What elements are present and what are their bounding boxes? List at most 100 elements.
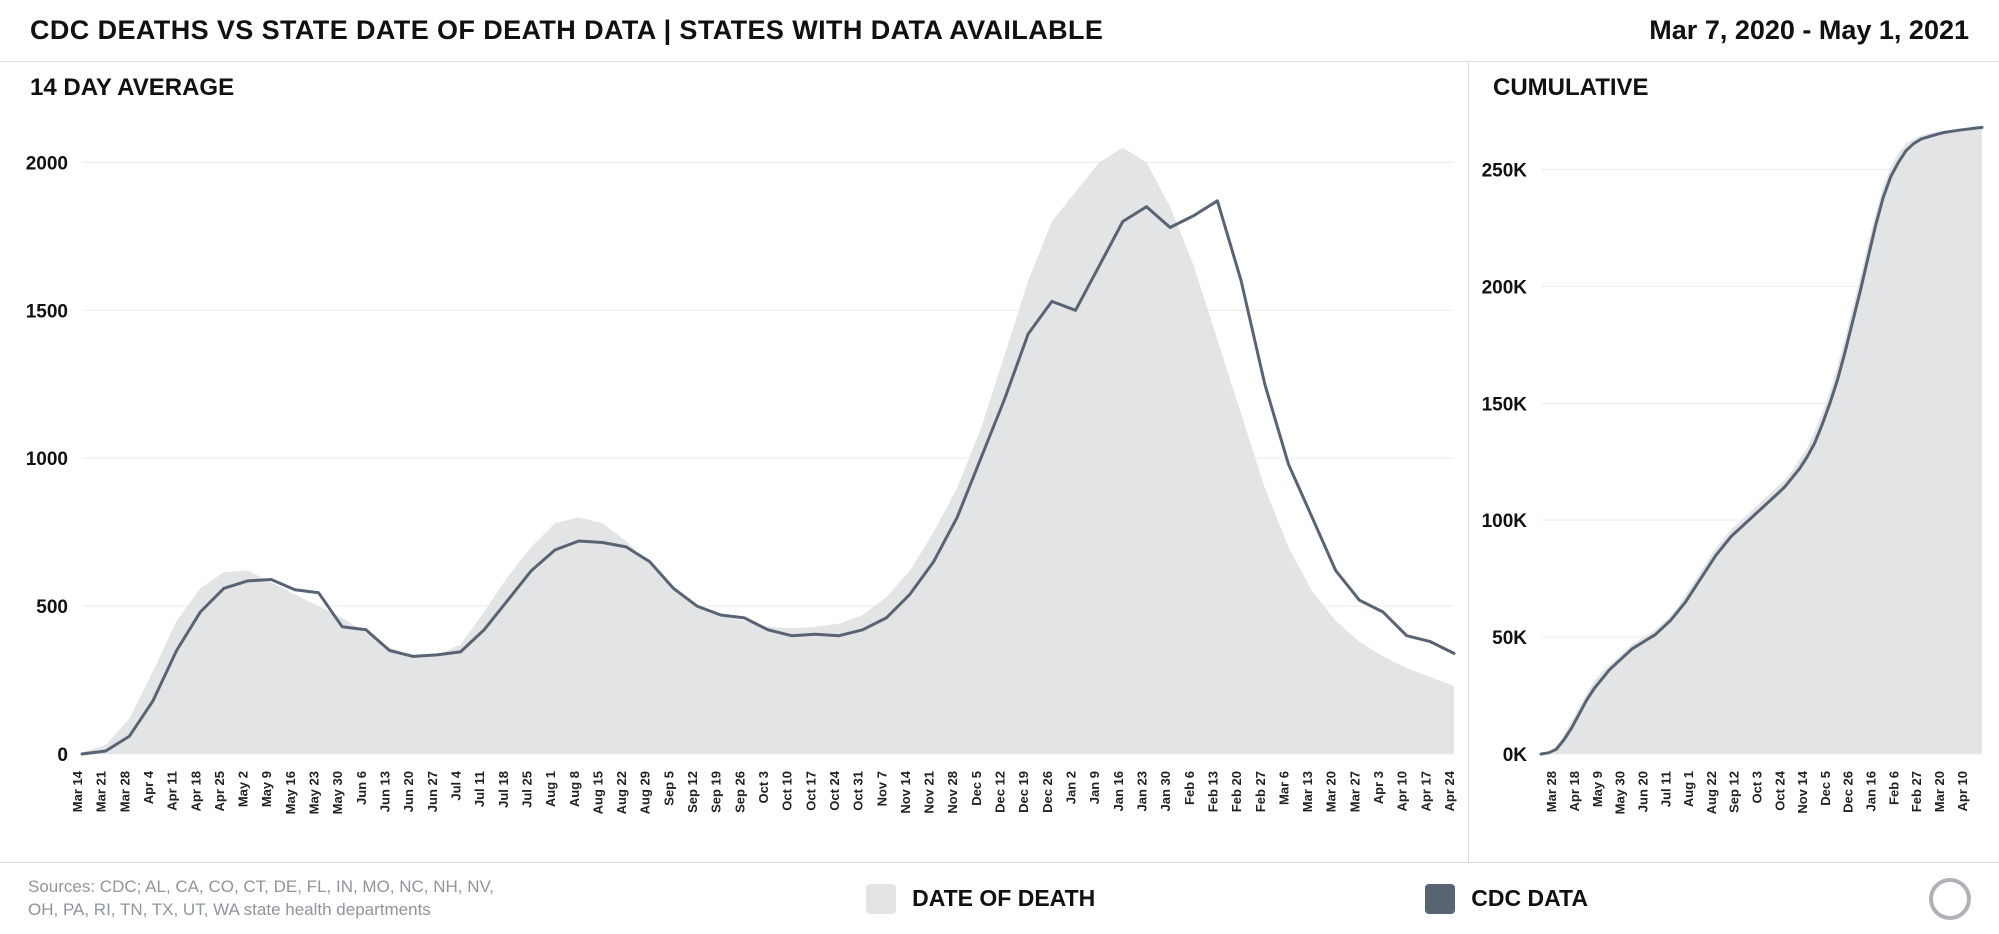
svg-text:200K: 200K bbox=[1482, 277, 1528, 298]
svg-text:Sep 26: Sep 26 bbox=[732, 771, 747, 813]
svg-text:Dec 19: Dec 19 bbox=[1016, 771, 1031, 813]
svg-text:Dec 26: Dec 26 bbox=[1040, 771, 1055, 813]
cdc-data-swatch bbox=[1425, 883, 1456, 914]
date-of-death-label: DATE OF DEATH bbox=[912, 885, 1096, 911]
svg-text:Jul 11: Jul 11 bbox=[472, 771, 487, 807]
svg-text:Nov 7: Nov 7 bbox=[874, 771, 889, 806]
svg-text:May 30: May 30 bbox=[330, 771, 345, 814]
svg-text:Mar 20: Mar 20 bbox=[1932, 771, 1947, 812]
svg-text:50K: 50K bbox=[1492, 628, 1527, 649]
svg-text:Sep 12: Sep 12 bbox=[685, 771, 700, 813]
svg-text:0K: 0K bbox=[1503, 745, 1528, 766]
svg-text:Oct 24: Oct 24 bbox=[827, 770, 842, 811]
svg-text:Mar 28: Mar 28 bbox=[117, 771, 132, 812]
svg-text:Apr 3: Apr 3 bbox=[1371, 771, 1386, 804]
svg-text:Aug 15: Aug 15 bbox=[590, 771, 605, 814]
page-title: CDC DEATHS VS STATE DATE OF DEATH DATA |… bbox=[30, 15, 1104, 45]
svg-text:Dec 5: Dec 5 bbox=[969, 771, 984, 806]
svg-text:May 9: May 9 bbox=[1590, 771, 1605, 807]
svg-text:Apr 25: Apr 25 bbox=[212, 771, 227, 811]
svg-text:Jan 16: Jan 16 bbox=[1864, 771, 1879, 811]
svg-text:Jun 27: Jun 27 bbox=[425, 771, 440, 812]
svg-text:Aug 1: Aug 1 bbox=[1681, 771, 1696, 807]
svg-text:Mar 27: Mar 27 bbox=[1347, 771, 1362, 812]
svg-text:Dec 12: Dec 12 bbox=[993, 771, 1008, 813]
svg-text:Jun 20: Jun 20 bbox=[401, 771, 416, 812]
svg-text:500: 500 bbox=[36, 597, 68, 618]
svg-text:Jun 20: Jun 20 bbox=[1635, 771, 1650, 812]
sources-line-1: Sources: CDC; AL, CA, CO, CT, DE, FL, IN… bbox=[28, 876, 495, 896]
legend-cdc-data: CDC DATA bbox=[1425, 883, 1588, 914]
svg-text:Oct 31: Oct 31 bbox=[851, 771, 866, 811]
svg-text:Apr 18: Apr 18 bbox=[1567, 771, 1582, 811]
svg-text:Feb 27: Feb 27 bbox=[1909, 771, 1924, 812]
svg-text:Mar 21: Mar 21 bbox=[94, 771, 109, 812]
svg-text:Feb 6: Feb 6 bbox=[1886, 771, 1901, 805]
svg-text:May 16: May 16 bbox=[283, 771, 298, 814]
sources-line-2: OH, PA, RI, TN, TX, UT, WA state health … bbox=[28, 899, 431, 919]
svg-text:Apr 4: Apr 4 bbox=[141, 770, 156, 804]
svg-text:Sep 5: Sep 5 bbox=[661, 771, 676, 806]
svg-text:May 2: May 2 bbox=[236, 771, 251, 807]
daily-average-panel: 14 DAY AVERAGE 0 500 1000 1500 2000 Mar 14 Mar… bbox=[0, 62, 1469, 862]
svg-text:May 23: May 23 bbox=[307, 771, 322, 814]
svg-text:Feb 27: Feb 27 bbox=[1253, 771, 1268, 812]
svg-text:Mar 20: Mar 20 bbox=[1324, 771, 1339, 812]
svg-text:Sep 12: Sep 12 bbox=[1727, 771, 1742, 813]
svg-text:150K: 150K bbox=[1482, 394, 1528, 415]
svg-text:Mar 28: Mar 28 bbox=[1544, 771, 1559, 812]
svg-text:Jan 23: Jan 23 bbox=[1134, 771, 1149, 811]
svg-text:Jun 6: Jun 6 bbox=[354, 771, 369, 805]
svg-text:Apr 11: Apr 11 bbox=[165, 771, 180, 811]
svg-text:Nov 14: Nov 14 bbox=[1795, 770, 1810, 813]
cumulative-chart: 0K 50K 100K 150K 200K 250K Mar 28 Apr 18 May 9 Ma… bbox=[1482, 125, 1984, 814]
svg-text:Feb 13: Feb 13 bbox=[1205, 771, 1220, 812]
svg-text:Oct 3: Oct 3 bbox=[756, 771, 771, 804]
header: CDC DEATHS VS STATE DATE OF DEATH DATA |… bbox=[0, 0, 1999, 62]
svg-text:Jan 9: Jan 9 bbox=[1087, 771, 1102, 804]
svg-text:Oct 3: Oct 3 bbox=[1750, 771, 1765, 804]
svg-text:Jun 13: Jun 13 bbox=[378, 771, 393, 812]
svg-text:100K: 100K bbox=[1482, 511, 1528, 532]
svg-text:Jul 11: Jul 11 bbox=[1658, 771, 1673, 807]
svg-text:Jan 16: Jan 16 bbox=[1111, 771, 1126, 811]
svg-text:Mar 6: Mar 6 bbox=[1276, 771, 1291, 805]
svg-text:Apr 18: Apr 18 bbox=[188, 771, 203, 811]
svg-text:Nov 21: Nov 21 bbox=[922, 771, 937, 814]
cumulative-panel: CUMULATIVE 0K 50K 100K 150K 200K 250K Mar 28 Ap… bbox=[1469, 62, 1999, 862]
svg-text:Apr 10: Apr 10 bbox=[1395, 771, 1410, 811]
svg-text:May 9: May 9 bbox=[259, 771, 274, 807]
svg-text:Jan 30: Jan 30 bbox=[1158, 771, 1173, 811]
svg-text:Feb 20: Feb 20 bbox=[1229, 771, 1244, 812]
svg-text:Mar 14: Mar 14 bbox=[70, 770, 85, 812]
date-of-death-swatch bbox=[866, 883, 897, 914]
covid-tracking-project-logo-icon bbox=[1929, 877, 1971, 920]
cumulative-heading: CUMULATIVE bbox=[1493, 74, 1649, 101]
svg-text:Apr 17: Apr 17 bbox=[1418, 771, 1433, 811]
svg-text:Aug 29: Aug 29 bbox=[638, 771, 653, 814]
svg-text:Oct 10: Oct 10 bbox=[780, 771, 795, 811]
charts-area: 14 DAY AVERAGE 0 500 1000 1500 2000 Mar 14 Mar… bbox=[0, 62, 1999, 862]
footer: Sources: CDC; AL, CA, CO, CT, DE, FL, IN… bbox=[0, 862, 1999, 934]
svg-text:Jul 4: Jul 4 bbox=[448, 770, 463, 800]
svg-text:0: 0 bbox=[57, 745, 68, 766]
svg-text:Aug 8: Aug 8 bbox=[567, 771, 582, 807]
svg-text:2000: 2000 bbox=[26, 153, 68, 174]
svg-text:1000: 1000 bbox=[26, 449, 68, 470]
date-range: Mar 7, 2020 - May 1, 2021 bbox=[1649, 15, 1969, 45]
cdc-data-label: CDC DATA bbox=[1471, 885, 1588, 911]
svg-text:1500: 1500 bbox=[26, 301, 68, 322]
legend-date-of-death: DATE OF DEATH bbox=[866, 883, 1096, 914]
svg-text:250K: 250K bbox=[1482, 160, 1528, 181]
svg-text:Oct 24: Oct 24 bbox=[1772, 770, 1787, 811]
svg-text:Sep 19: Sep 19 bbox=[709, 771, 724, 813]
daily-average-heading: 14 DAY AVERAGE bbox=[30, 74, 235, 101]
svg-text:Aug 22: Aug 22 bbox=[614, 771, 629, 814]
svg-text:Oct 17: Oct 17 bbox=[803, 771, 818, 811]
svg-text:May 30: May 30 bbox=[1613, 771, 1628, 814]
svg-text:Apr 24: Apr 24 bbox=[1442, 770, 1457, 811]
svg-text:Feb 6: Feb 6 bbox=[1182, 771, 1197, 805]
svg-text:Dec 5: Dec 5 bbox=[1818, 771, 1833, 806]
svg-text:Aug 1: Aug 1 bbox=[543, 771, 558, 807]
svg-text:Jul 25: Jul 25 bbox=[519, 771, 534, 808]
